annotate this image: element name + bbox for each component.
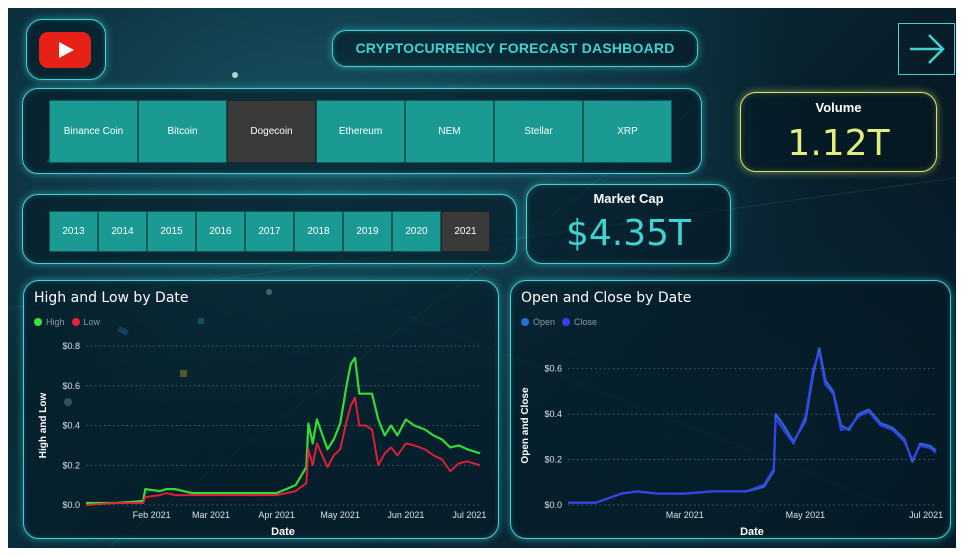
x-tick-label: Mar 2021 — [192, 510, 230, 520]
youtube-play-icon[interactable] — [39, 32, 91, 68]
year-slicer: 2013 2014 2015 2016 2017 2018 2019 2020 2021 — [49, 211, 490, 252]
open-close-chart-title: Open and Close by Date — [521, 290, 692, 306]
year-option-2019[interactable]: 2019 — [343, 211, 392, 252]
x-tick-label: Jun 2021 — [387, 510, 424, 520]
coin-option-binance-coin[interactable]: Binance Coin — [49, 100, 138, 163]
coin-option-stellar[interactable]: Stellar — [494, 100, 583, 163]
x-tick-label: Mar 2021 — [666, 510, 704, 520]
x-tick-label: Jul 2021 — [452, 510, 486, 520]
legend-high-marker — [34, 318, 42, 326]
high-low-chart-title: High and Low by Date — [34, 290, 189, 306]
volume-label: Volume — [815, 100, 862, 115]
open-close-legend: Open Close — [521, 317, 597, 327]
legend-open-marker — [521, 318, 529, 326]
dashboard-canvas: CRYPTOCURRENCY FORECAST DASHBOARD Binanc… — [8, 8, 956, 548]
market-cap-label: Market Cap — [593, 191, 664, 206]
x-tick-label: Apr 2021 — [258, 510, 295, 520]
y-tick-label: $0.4 — [544, 409, 562, 419]
volume-card: Volume 1.12T — [740, 92, 937, 172]
year-option-2016[interactable]: 2016 — [196, 211, 245, 252]
y-tick-label: $0.2 — [544, 455, 562, 465]
x-axis-title: Date — [740, 526, 764, 538]
year-option-2018[interactable]: 2018 — [294, 211, 343, 252]
x-axis-title: Date — [271, 526, 295, 538]
coin-slicer: Binance Coin Bitcoin Dogecoin Ethereum NEM St… — [49, 100, 672, 163]
y-axis-title: Open and Close — [520, 387, 531, 464]
title-panel: CRYPTOCURRENCY FORECAST DASHBOARD — [332, 30, 698, 67]
y-tick-label: $0.0 — [544, 500, 562, 510]
market-cap-value: $4.35T — [565, 213, 692, 254]
legend-low-label: Low — [83, 317, 101, 327]
high-low-legend: High Low — [34, 317, 100, 327]
coin-option-bitcoin[interactable]: Bitcoin — [138, 100, 227, 163]
high-low-chart-panel: High and Low by Date High Low $0.0 $0.2 $0… — [23, 280, 499, 539]
coin-option-nem[interactable]: NEM — [405, 100, 494, 163]
coin-option-dogecoin[interactable]: Dogecoin — [227, 100, 316, 163]
x-tick-label: May 2021 — [786, 510, 826, 520]
coin-option-xrp[interactable]: XRP — [583, 100, 672, 163]
legend-open-label: Open — [533, 317, 556, 327]
legend-close-label: Close — [574, 317, 598, 327]
nav-next-button[interactable] — [898, 23, 955, 75]
year-option-2020[interactable]: 2020 — [392, 211, 441, 252]
high-low-chart[interactable]: $0.0 $0.2 $0.4 $0.6 $0.8 Feb 2021 Mar 2021 Apr … — [24, 281, 500, 540]
y-tick-label: $0.8 — [62, 341, 80, 351]
arrow-right-icon — [910, 34, 945, 64]
x-tick-label: Feb 2021 — [133, 510, 171, 520]
legend-high-label: High — [46, 317, 65, 327]
series-line-low — [85, 396, 481, 506]
y-axis-title: High and Low — [38, 393, 49, 459]
series-line-high — [86, 356, 481, 505]
open-close-chart[interactable]: $0.0 $0.2 $0.4 $0.6 Mar 2021 May 2021 Jul 2021… — [511, 281, 952, 540]
year-option-2017[interactable]: 2017 — [245, 211, 294, 252]
legend-close-marker — [562, 318, 571, 326]
year-option-2014[interactable]: 2014 — [98, 211, 147, 252]
x-tick-label: May 2021 — [320, 510, 360, 520]
page-title: CRYPTOCURRENCY FORECAST DASHBOARD — [355, 40, 675, 56]
open-close-chart-panel: Open and Close by Date Open Close $0.0 $0… — [510, 280, 951, 539]
y-tick-label: $0.4 — [62, 421, 80, 431]
logo-panel[interactable] — [26, 19, 106, 80]
year-option-2021[interactable]: 2021 — [441, 211, 490, 252]
year-option-2015[interactable]: 2015 — [147, 211, 196, 252]
legend-low-marker — [71, 318, 80, 326]
y-tick-label: $0.2 — [62, 460, 80, 470]
year-option-2013[interactable]: 2013 — [49, 211, 98, 252]
coin-option-ethereum[interactable]: Ethereum — [316, 100, 405, 163]
series-line-close — [568, 351, 937, 504]
y-tick-label: $0.0 — [62, 500, 80, 510]
volume-value: 1.12T — [787, 123, 890, 164]
x-tick-label: Jul 2021 — [909, 510, 943, 520]
y-tick-label: $0.6 — [544, 364, 562, 374]
y-tick-label: $0.6 — [62, 381, 80, 391]
market-cap-card: Market Cap $4.35T — [526, 184, 731, 264]
